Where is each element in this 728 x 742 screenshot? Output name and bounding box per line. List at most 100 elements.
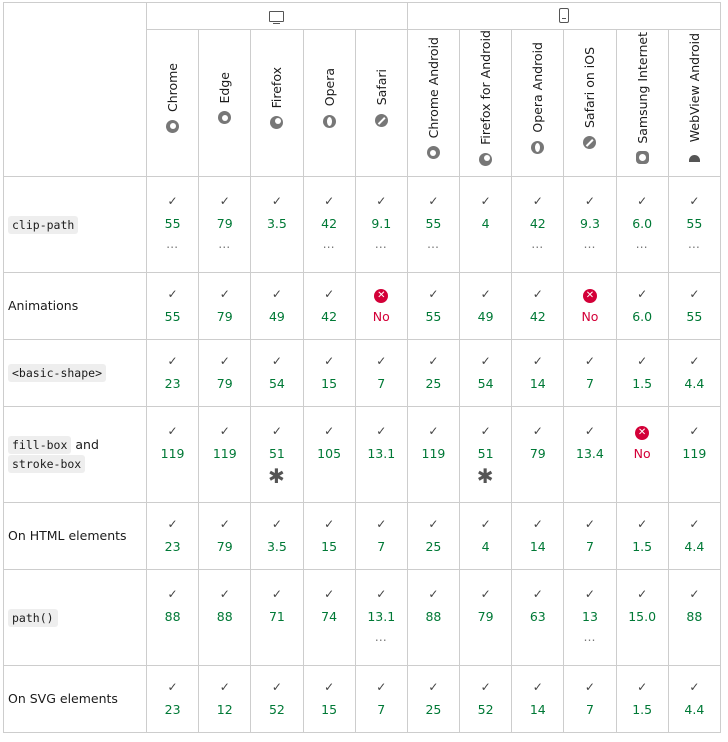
support-cell[interactable]: ✓ 9.1… bbox=[354, 175, 408, 273]
support-cell[interactable]: ✓ 54 bbox=[250, 338, 304, 407]
support-cell[interactable]: ✓ 13.4 bbox=[563, 405, 617, 503]
feature-name[interactable]: <basic-shape> bbox=[3, 338, 147, 407]
support-cell[interactable]: ✓ 6.0 bbox=[615, 271, 669, 340]
more-info-icon[interactable]: … bbox=[583, 630, 597, 645]
support-cell[interactable]: ✓ 7 bbox=[354, 664, 408, 733]
feature-name[interactable]: clip-path bbox=[3, 175, 147, 273]
support-cell[interactable]: ✓ 79 bbox=[459, 568, 513, 666]
support-cell[interactable]: ✓ 7 bbox=[563, 501, 617, 570]
support-cell[interactable]: ✓ 4 bbox=[459, 501, 513, 570]
support-cell[interactable]: ✓ 23 bbox=[145, 664, 200, 733]
support-cell[interactable]: ✓ 25 bbox=[406, 664, 461, 733]
support-cell[interactable]: ✓ 79 bbox=[198, 271, 252, 340]
support-cell[interactable]: ✓ 105 bbox=[302, 405, 356, 503]
support-cell[interactable]: ✓ 4.4 bbox=[667, 664, 722, 733]
check-icon: ✓ bbox=[219, 194, 230, 209]
support-cell[interactable]: ✓ 7 bbox=[563, 664, 617, 733]
support-cell[interactable]: ✓ 55… bbox=[667, 175, 722, 273]
support-cell[interactable]: ✓ 51 ✱ bbox=[459, 405, 513, 503]
support-cell[interactable]: ✓ 12 bbox=[198, 664, 252, 733]
support-cell[interactable]: ✓ 88 bbox=[198, 568, 252, 666]
support-cell[interactable]: ✓ 119 bbox=[198, 405, 252, 503]
support-cell[interactable]: ✓ 71 bbox=[250, 568, 304, 666]
support-cell[interactable]: ✓ 1.5 bbox=[615, 338, 669, 407]
support-cell[interactable]: ✓ 7 bbox=[354, 501, 408, 570]
support-cell[interactable]: ✓ 88 bbox=[667, 568, 722, 666]
more-info-icon[interactable]: … bbox=[166, 237, 180, 252]
more-info-icon[interactable]: … bbox=[583, 237, 597, 252]
check-icon: ✓ bbox=[532, 516, 543, 531]
support-cell[interactable]: ✓ 4 bbox=[459, 175, 513, 273]
support-cell[interactable]: ✓ 25 bbox=[406, 338, 461, 407]
support-cell[interactable]: ✓ 88 bbox=[145, 568, 200, 666]
support-cell[interactable]: ✓ 14 bbox=[511, 664, 565, 733]
support-cell[interactable]: ✓ 15 bbox=[302, 501, 356, 570]
support-cell[interactable]: ✓ 14 bbox=[511, 338, 565, 407]
feature-name[interactable]: On SVG elements bbox=[3, 664, 147, 733]
support-cell[interactable]: ✓ 7 bbox=[354, 338, 408, 407]
support-cell[interactable]: ✓ 3.5 bbox=[250, 175, 304, 273]
more-info-icon[interactable]: … bbox=[687, 237, 701, 252]
support-cell[interactable]: ✓ 63 bbox=[511, 568, 565, 666]
support-cell[interactable]: ✓ 79 bbox=[198, 338, 252, 407]
support-cell[interactable]: ✓ 55 bbox=[406, 271, 461, 340]
support-cell[interactable]: ✓ 7 bbox=[563, 338, 617, 407]
feature-name[interactable]: path() bbox=[3, 568, 147, 666]
support-cell[interactable]: ✓ 13.1… bbox=[354, 568, 408, 666]
support-cell[interactable]: ✓ 88 bbox=[406, 568, 461, 666]
support-cell[interactable]: ✓ 4.4 bbox=[667, 501, 722, 570]
support-cell[interactable]: ✓ 42 bbox=[302, 271, 356, 340]
support-cell[interactable]: ✓ 14 bbox=[511, 501, 565, 570]
support-cell[interactable]: ✓ 79 bbox=[511, 405, 565, 503]
support-cell[interactable]: ✓ 42… bbox=[302, 175, 356, 273]
support-cell[interactable]: ✓ 54 bbox=[459, 338, 513, 407]
chrome-icon bbox=[166, 119, 180, 133]
support-cell[interactable]: ✓ 55… bbox=[406, 175, 461, 273]
feature-name[interactable]: fill-box and stroke-box bbox=[3, 405, 147, 503]
feature-name[interactable]: Animations bbox=[3, 271, 147, 340]
support-cell[interactable]: ✓ 52 bbox=[250, 664, 304, 733]
support-cell[interactable]: ✓ 79… bbox=[198, 175, 252, 273]
support-cell[interactable]: ✓ 49 bbox=[250, 271, 304, 340]
support-cell[interactable]: ✓ 3.5 bbox=[250, 501, 304, 570]
support-cell[interactable]: ✓ 15.0 bbox=[615, 568, 669, 666]
support-cell[interactable]: ✓ 9.3… bbox=[563, 175, 617, 273]
support-cell[interactable]: ✓ 23 bbox=[145, 501, 200, 570]
footnote-icon[interactable]: ✱ bbox=[268, 464, 286, 489]
more-info-icon[interactable]: … bbox=[322, 237, 336, 252]
support-cell[interactable]: ✓ 13… bbox=[563, 568, 617, 666]
support-cell[interactable]: ✓ 15 bbox=[302, 338, 356, 407]
support-cell[interactable]: ✓ 51 ✱ bbox=[250, 405, 304, 503]
support-cell[interactable]: ✓ 119 bbox=[667, 405, 722, 503]
support-cell[interactable]: ✓ 15 bbox=[302, 664, 356, 733]
more-info-icon[interactable]: … bbox=[374, 237, 388, 252]
support-cell[interactable]: ✓ 55 bbox=[667, 271, 722, 340]
support-cell[interactable]: ✓ 13.1 bbox=[354, 405, 408, 503]
support-cell[interactable]: ✓ 55 bbox=[145, 271, 200, 340]
support-cell[interactable]: ✓ 25 bbox=[406, 501, 461, 570]
support-cell[interactable]: ✓ 42… bbox=[511, 175, 565, 273]
more-info-icon[interactable]: … bbox=[218, 237, 232, 252]
support-cell[interactable]: ✕ No bbox=[563, 271, 617, 340]
more-info-icon[interactable]: … bbox=[531, 237, 545, 252]
support-cell[interactable]: ✓ 1.5 bbox=[615, 664, 669, 733]
support-cell[interactable]: ✕ No bbox=[615, 405, 669, 503]
support-cell[interactable]: ✓ 52 bbox=[459, 664, 513, 733]
support-cell[interactable]: ✓ 79 bbox=[198, 501, 252, 570]
support-cell[interactable]: ✓ 6.0… bbox=[615, 175, 669, 273]
support-cell[interactable]: ✓ 55… bbox=[145, 175, 200, 273]
more-info-icon[interactable]: … bbox=[374, 630, 388, 645]
support-cell[interactable]: ✓ 74 bbox=[302, 568, 356, 666]
support-cell[interactable]: ✓ 42 bbox=[511, 271, 565, 340]
more-info-icon[interactable]: … bbox=[635, 237, 649, 252]
support-cell[interactable]: ✓ 49 bbox=[459, 271, 513, 340]
more-info-icon[interactable]: … bbox=[426, 237, 440, 252]
support-cell[interactable]: ✓ 1.5 bbox=[615, 501, 669, 570]
support-cell[interactable]: ✕ No bbox=[354, 271, 408, 340]
footnote-icon[interactable]: ✱ bbox=[476, 464, 495, 489]
support-cell[interactable]: ✓ 119 bbox=[145, 405, 200, 503]
support-cell[interactable]: ✓ 119 bbox=[406, 405, 461, 503]
support-cell[interactable]: ✓ 23 bbox=[145, 338, 200, 407]
feature-name[interactable]: On HTML elements bbox=[3, 501, 147, 570]
support-cell[interactable]: ✓ 4.4 bbox=[667, 338, 722, 407]
